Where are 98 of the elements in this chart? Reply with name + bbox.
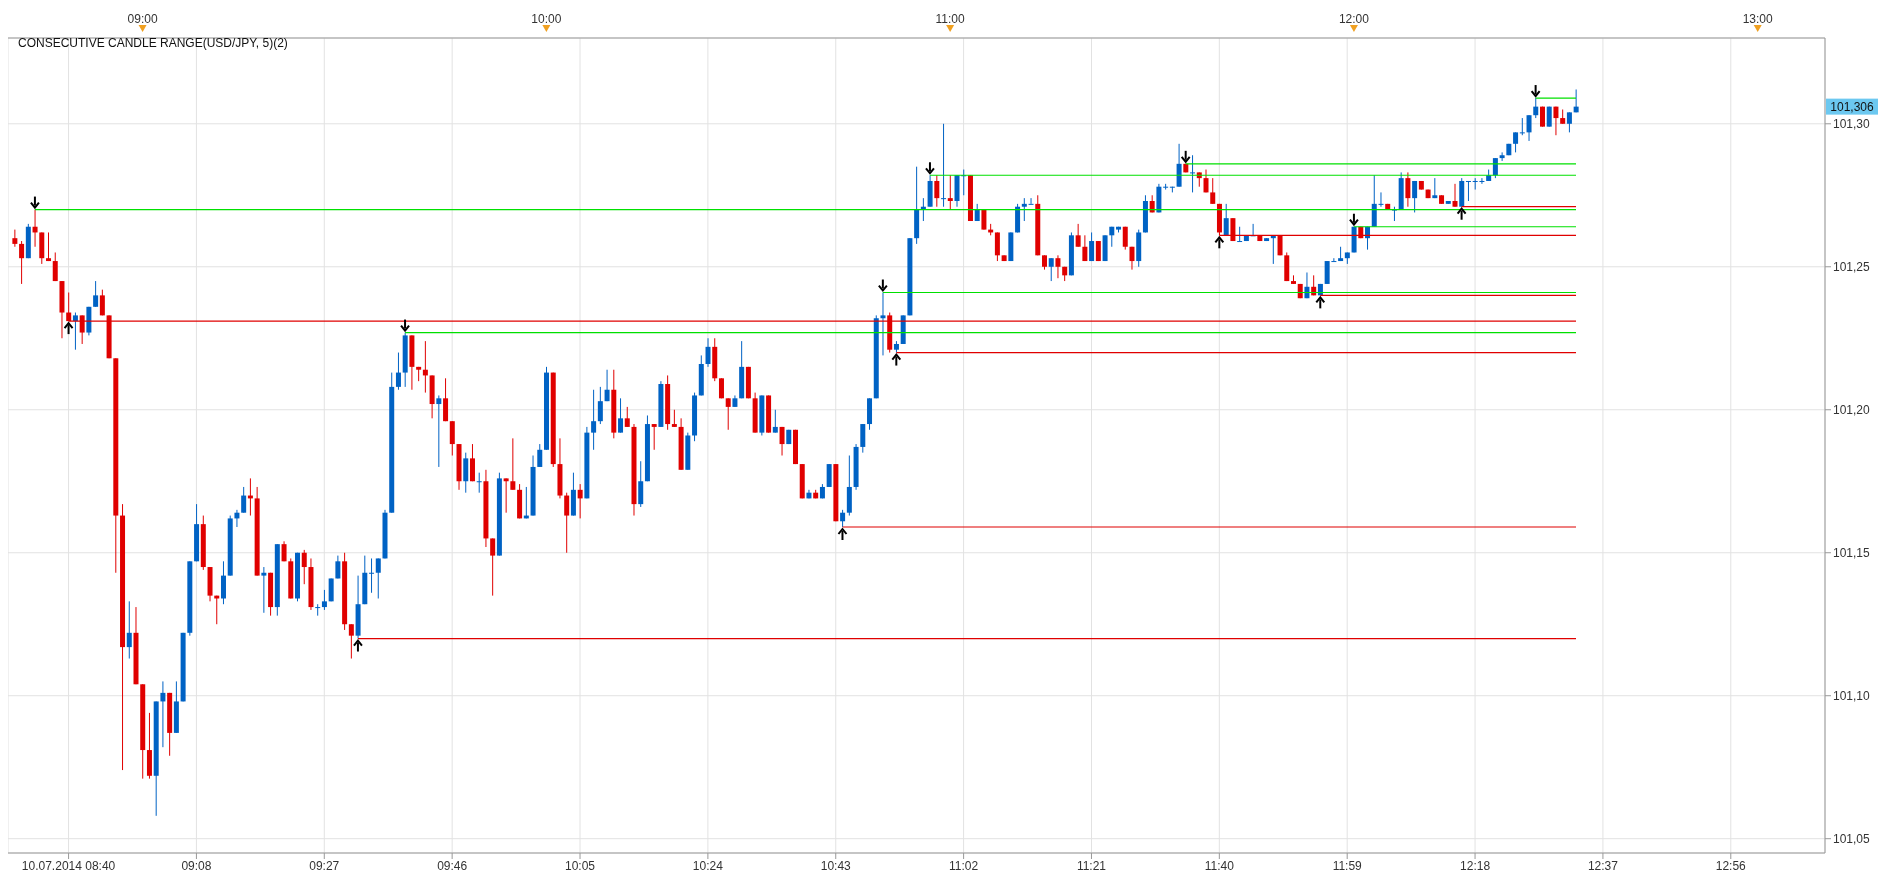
candlestick: [261, 566, 267, 614]
candlestick: [46, 231, 52, 262]
candlestick: [369, 557, 375, 594]
candlestick: [220, 560, 226, 605]
x2-tick-label: 09:00: [127, 12, 158, 26]
candlestick: [301, 549, 307, 585]
candlestick: [1519, 117, 1525, 136]
candlestick: [994, 231, 1000, 262]
x-tick-label: 09:27: [309, 858, 340, 873]
x-tick-label: 12:18: [1460, 858, 1491, 873]
candlestick: [503, 477, 509, 514]
x2-tick-label: 10:00: [531, 12, 562, 26]
x-tick-label: 10.07.2014 08:40: [21, 858, 116, 873]
candlestick: [1513, 131, 1519, 153]
candlestick: [1566, 111, 1572, 133]
text: 101,306: [1830, 99, 1875, 114]
x2-tick-label: 11:00: [935, 12, 966, 26]
candlestick: [348, 623, 354, 660]
candlestick: [941, 123, 947, 208]
candlestick: [443, 377, 449, 422]
candlestick: [577, 483, 583, 519]
x2-tick-label: 13:00: [1742, 12, 1774, 26]
candlestick: [638, 460, 644, 508]
x2-tick-label: 12:00: [1338, 12, 1370, 26]
candlestick: [624, 406, 630, 428]
candlestick: [395, 352, 401, 391]
x-tick-label: 09:08: [181, 858, 212, 873]
candlestick: [490, 537, 496, 597]
x-tick-label: 10:05: [565, 858, 596, 873]
candlestick: [1021, 197, 1027, 222]
candlestick: [826, 463, 832, 488]
x-tick-label: 11:02: [949, 858, 979, 873]
candlestick: [160, 680, 166, 748]
candlestick: [99, 289, 105, 316]
candlestick: [463, 452, 469, 494]
candlestick: [1237, 226, 1243, 243]
candlestick: [772, 409, 778, 434]
candlestick: [241, 486, 247, 514]
x-tick-label: 10:43: [820, 858, 852, 873]
candlestick: [93, 280, 99, 308]
candlestick: [1190, 154, 1196, 193]
candlestick: [476, 472, 482, 494]
candlestick: [947, 174, 953, 211]
candlestick: [934, 174, 940, 208]
candlestick: [19, 240, 25, 285]
y-tick-label: 101,15: [1833, 546, 1871, 560]
candlestick: [1075, 223, 1081, 248]
candlestick: [126, 600, 132, 660]
candlestick: [315, 603, 321, 617]
candlestick: [1405, 171, 1411, 208]
candlestick: [52, 251, 58, 282]
x-tick-label: 11:59: [1332, 858, 1363, 873]
candlestick: [880, 292, 886, 356]
candlestick: [537, 443, 543, 468]
candlestick: [1412, 180, 1418, 213]
candlestick: [1210, 177, 1216, 205]
candlestick: [597, 386, 603, 425]
candlestick: [1223, 203, 1229, 236]
candlestick: [449, 420, 455, 457]
candlestick: [1082, 234, 1088, 262]
candlestick: [12, 229, 18, 248]
candlestick: [321, 589, 327, 611]
y-tick-label: 101,25: [1833, 260, 1871, 275]
x-tick-label: 12:56: [1715, 858, 1747, 873]
candlestick: [1176, 143, 1182, 188]
candlestick: [1499, 151, 1505, 162]
candlestick: [1028, 197, 1034, 205]
candlestick: [375, 557, 381, 599]
candlestick: [1465, 180, 1471, 202]
candlestick: [436, 394, 442, 468]
y-tick-label: 101,10: [1833, 688, 1871, 703]
candlestick: [1533, 97, 1539, 119]
candlestick: [591, 389, 597, 451]
y-tick-label: 101,20: [1833, 403, 1871, 418]
candlestick: [604, 369, 610, 402]
x-tick-label: 12:37: [1587, 858, 1619, 873]
candlestick: [1452, 183, 1458, 208]
candlestick: [1553, 106, 1559, 136]
candlestick: [618, 397, 624, 434]
candlestick: [725, 397, 731, 431]
candlestick: [860, 423, 866, 454]
x-tick-label: 10:24: [692, 858, 724, 873]
x-tick-label: 11:40: [1204, 858, 1235, 873]
candlestick: [564, 492, 570, 554]
x-tick-label: 09:46: [437, 858, 468, 873]
candlestick: [1089, 231, 1095, 262]
candlestick: [469, 443, 475, 482]
candlestick: [510, 437, 516, 491]
candlestick: [651, 423, 657, 451]
candlestick: [705, 337, 711, 368]
candlestick: [779, 426, 785, 457]
y-tick-label: 101,30: [1833, 117, 1871, 132]
candlestick: [1055, 254, 1061, 279]
x-tick-label: 11:21: [1076, 858, 1107, 873]
candlestick: [1048, 257, 1054, 282]
candlestick: [1526, 114, 1532, 142]
y-tick-label: 101,05: [1833, 831, 1871, 846]
chart-title: CONSECUTIVE CANDLE RANGE(USD/JPY, 5)(2): [18, 36, 288, 50]
